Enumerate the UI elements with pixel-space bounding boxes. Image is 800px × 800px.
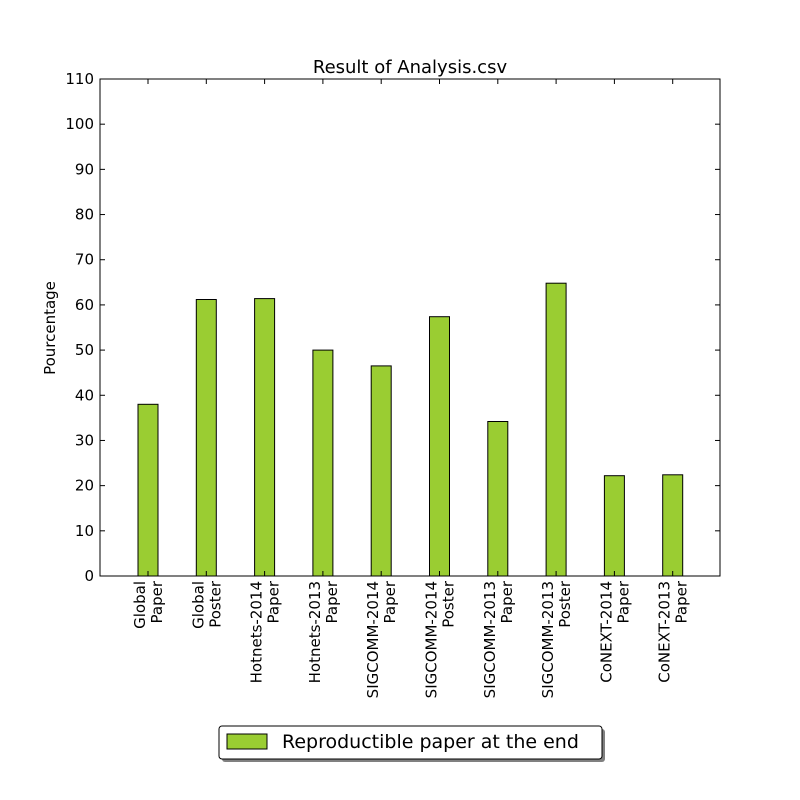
- y-ticks-group: 0 10 20 30 40 50 60 70 80 90 100 110: [65, 70, 720, 585]
- y-tick-label-8: 80: [75, 206, 94, 224]
- bar-9: [662, 474, 684, 577]
- x-tick-label-2: Hotnets-2014Paper: [248, 580, 283, 683]
- x-ticks-group: GlobalPaper GlobalPoster Hotnets-2014Paper…: [131, 79, 691, 698]
- y-tick-label-3: 30: [75, 431, 94, 449]
- x-tick-label-line: Global: [131, 581, 149, 629]
- bar-8: [603, 475, 625, 577]
- y-tick-label-5: 50: [75, 341, 94, 359]
- x-tick-label-line: SIGCOMM-2014: [423, 581, 441, 698]
- bar-7: [545, 282, 567, 577]
- x-tick-label-line: Paper: [381, 580, 399, 623]
- bar-4: [370, 365, 392, 577]
- x-tick-label-line: Paper: [323, 580, 341, 623]
- x-tick-label-line: Hotnets-2013: [306, 581, 324, 683]
- x-tick-label-line: Poster: [556, 580, 574, 628]
- bar-2: [254, 298, 276, 577]
- y-tick-label-9: 90: [75, 160, 94, 178]
- x-tick-label-line: SIGCOMM-2014: [364, 581, 382, 698]
- y-tick-label-4: 40: [75, 386, 94, 404]
- y-tick-label-7: 70: [75, 251, 94, 269]
- x-tick-label-3: Hotnets-2013Paper: [306, 580, 341, 683]
- x-tick-label-line: SIGCOMM-2013: [481, 581, 499, 698]
- x-tick-label-line: SIGCOMM-2013: [539, 581, 557, 698]
- y-tick-label-2: 20: [75, 477, 94, 495]
- y-tick-label-10: 100: [65, 115, 94, 133]
- plot-frame: [99, 78, 721, 577]
- x-tick-label-1: GlobalPoster: [189, 580, 224, 629]
- y-tick-label-0: 0: [84, 567, 94, 585]
- x-tick-label-5: SIGCOMM-2014Poster: [423, 580, 458, 698]
- bar-6: [487, 421, 509, 577]
- y-tick-label-6: 60: [75, 296, 94, 314]
- y-tick-label-1: 10: [75, 522, 94, 540]
- x-tick-label-line: Poster: [206, 580, 224, 628]
- x-tick-label-line: CoNEXT-2014: [597, 581, 615, 683]
- x-tick-label-line: CoNEXT-2013: [656, 581, 674, 683]
- x-tick-label-line: Paper: [673, 580, 691, 623]
- bars-group: [137, 282, 684, 577]
- bar-3: [312, 349, 334, 577]
- x-tick-label-8: CoNEXT-2014Paper: [597, 580, 632, 683]
- x-tick-label-line: Paper: [265, 580, 283, 623]
- bar-1: [195, 299, 217, 577]
- legend-box: [218, 725, 603, 760]
- x-tick-label-0: GlobalPaper: [131, 580, 166, 629]
- x-tick-label-line: Poster: [440, 580, 458, 628]
- legend-label: Reproductible paper at the end: [282, 731, 579, 753]
- legend-swatch: [226, 733, 268, 750]
- y-tick-label-11: 110: [65, 70, 94, 88]
- x-tick-label-line: Hotnets-2014: [248, 581, 266, 683]
- bar-5: [429, 316, 450, 577]
- legend: Reproductible paper at the end: [218, 725, 605, 762]
- x-tick-label-line: Paper: [148, 580, 166, 623]
- x-tick-label-6: SIGCOMM-2013Paper: [481, 580, 516, 698]
- bar-0: [137, 403, 159, 577]
- x-tick-label-line: Paper: [614, 580, 632, 623]
- x-tick-label-line: Paper: [498, 580, 516, 623]
- x-tick-label-9: CoNEXT-2013Paper: [656, 580, 691, 683]
- x-tick-label-line: Global: [189, 581, 207, 629]
- x-tick-label-4: SIGCOMM-2014Paper: [364, 580, 399, 698]
- chart-title: Result of Analysis.csv: [313, 57, 508, 78]
- x-tick-label-7: SIGCOMM-2013Poster: [539, 580, 574, 698]
- y-axis-label: Pourcentage: [41, 281, 59, 375]
